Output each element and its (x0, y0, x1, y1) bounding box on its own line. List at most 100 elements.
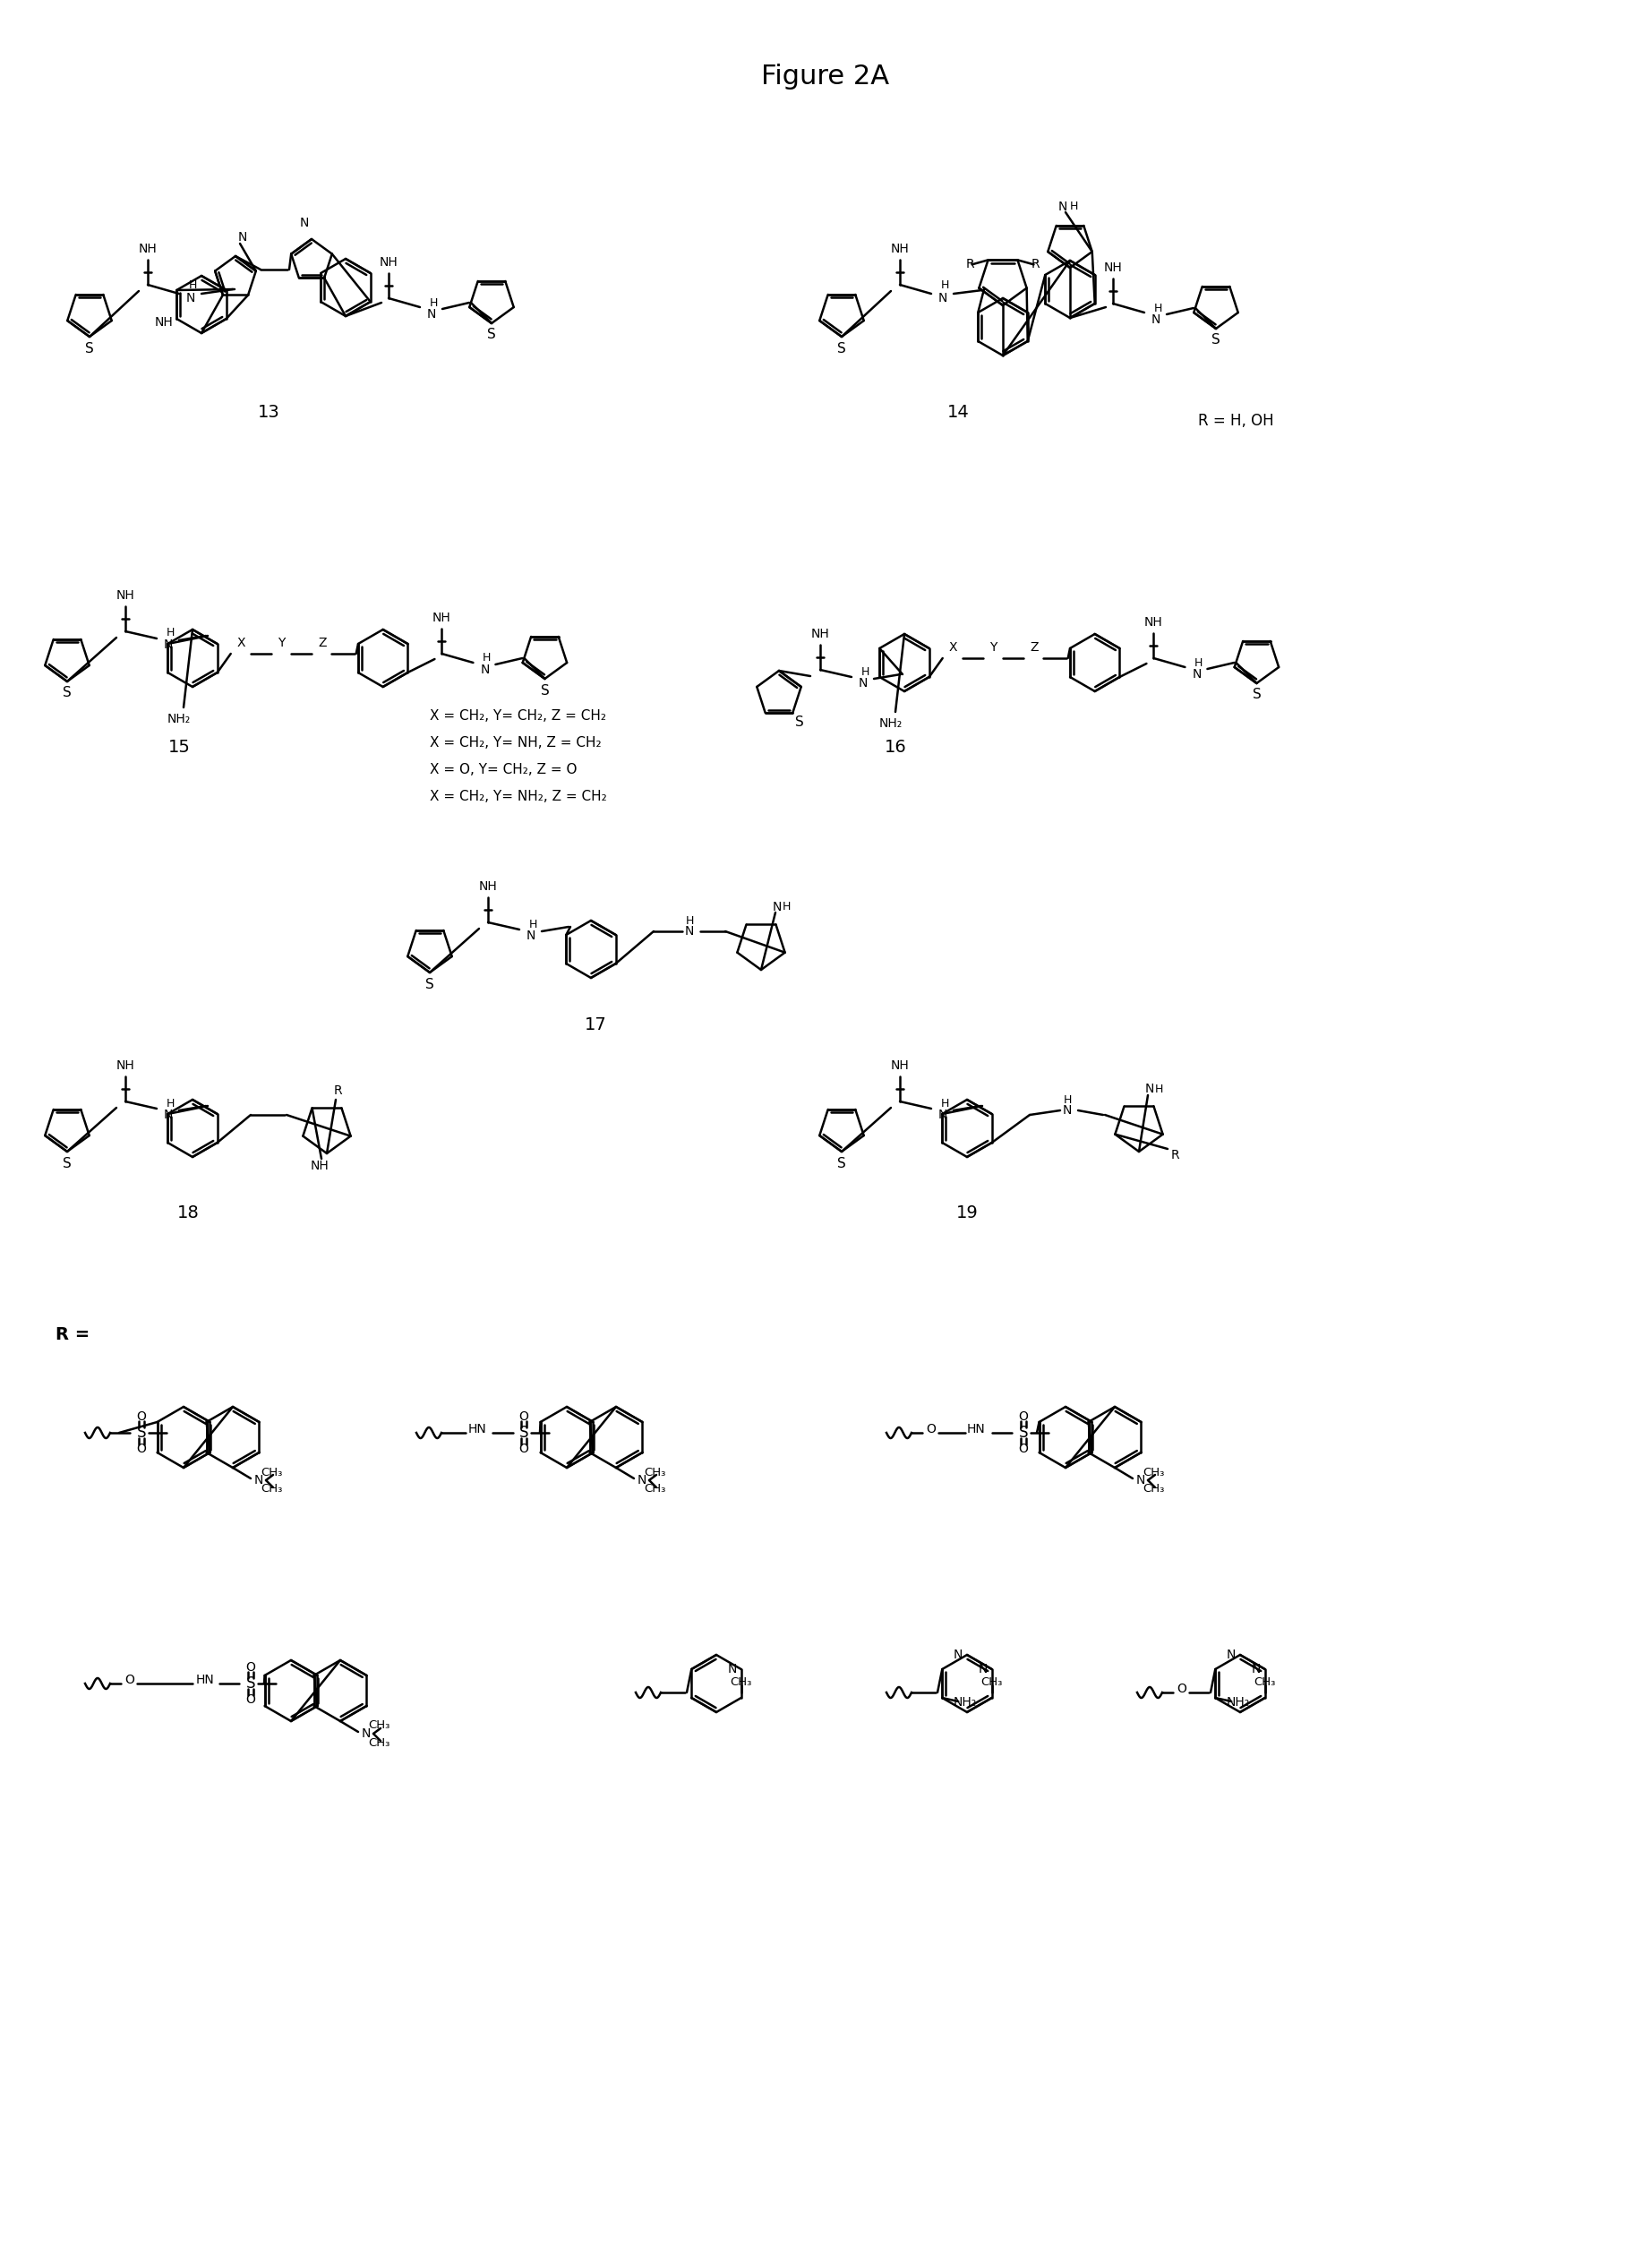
Text: N: N (1151, 314, 1161, 326)
Text: N: N (187, 292, 195, 305)
Text: HN: HN (468, 1423, 487, 1436)
Text: R: R (1171, 1149, 1180, 1160)
Text: N: N (1145, 1083, 1155, 1095)
Text: NH: NH (1145, 615, 1163, 629)
Text: S: S (1019, 1425, 1028, 1441)
Text: N: N (686, 925, 694, 936)
Text: N: N (773, 900, 781, 914)
Text: NH: NH (311, 1160, 329, 1172)
Text: O: O (246, 1660, 256, 1674)
Text: N: N (1226, 1649, 1236, 1660)
Text: H: H (482, 651, 491, 665)
Text: O: O (126, 1674, 135, 1685)
Text: CH₃: CH₃ (368, 1719, 390, 1730)
Text: N: N (638, 1475, 646, 1486)
Text: 19: 19 (957, 1206, 978, 1221)
Text: N: N (1062, 1104, 1072, 1117)
Text: NH₂: NH₂ (879, 717, 902, 731)
Text: H: H (861, 665, 869, 676)
Text: N: N (238, 231, 248, 244)
Text: H: H (1069, 201, 1077, 213)
Text: O: O (1176, 1683, 1186, 1694)
Text: N: N (1137, 1475, 1145, 1486)
Text: N: N (1193, 667, 1201, 681)
Text: N: N (527, 930, 535, 941)
Text: NH: NH (116, 1059, 135, 1072)
Text: S: S (487, 328, 496, 342)
Text: N: N (426, 308, 436, 321)
Text: O: O (137, 1443, 147, 1454)
Text: N: N (299, 217, 309, 228)
Text: R: R (966, 258, 975, 271)
Text: Figure 2A: Figure 2A (762, 63, 890, 88)
Text: X = CH₂, Y= NH, Z = CH₂: X = CH₂, Y= NH, Z = CH₂ (430, 737, 601, 751)
Text: Y: Y (990, 640, 998, 654)
Text: N: N (938, 1108, 948, 1122)
Text: 15: 15 (169, 740, 190, 756)
Text: R: R (1031, 258, 1039, 271)
Text: 17: 17 (585, 1018, 606, 1034)
Text: S: S (838, 1156, 846, 1169)
Text: Y: Y (278, 636, 286, 649)
Text: Z: Z (317, 636, 327, 649)
Text: NH: NH (890, 242, 909, 256)
Text: S: S (1211, 333, 1221, 346)
Text: N: N (727, 1663, 737, 1676)
Text: 13: 13 (258, 403, 279, 421)
Text: H: H (165, 627, 175, 638)
Text: R = H, OH: R = H, OH (1198, 414, 1274, 430)
Text: S: S (519, 1425, 529, 1441)
Text: S: S (838, 342, 846, 355)
Text: H: H (188, 278, 197, 290)
Text: NH: NH (811, 629, 829, 640)
Text: S: S (86, 342, 94, 355)
Text: S: S (246, 1676, 256, 1692)
Text: S: S (540, 683, 548, 697)
Text: CH₃: CH₃ (1142, 1484, 1165, 1495)
Text: 14: 14 (947, 403, 970, 421)
Text: NH: NH (479, 880, 497, 893)
Text: NH: NH (380, 256, 398, 269)
Text: O: O (519, 1443, 529, 1454)
Text: R =: R = (56, 1326, 89, 1344)
Text: O: O (246, 1694, 256, 1706)
Text: O: O (137, 1411, 147, 1423)
Text: N: N (164, 638, 173, 651)
Text: Z: Z (1029, 640, 1037, 654)
Text: NH₂: NH₂ (1226, 1696, 1249, 1708)
Text: S: S (1252, 688, 1260, 701)
Text: N: N (859, 676, 867, 690)
Text: NH: NH (139, 242, 157, 256)
Text: N: N (164, 1108, 173, 1122)
Text: NH: NH (433, 611, 451, 624)
Text: CH₃: CH₃ (261, 1466, 282, 1477)
Text: 16: 16 (884, 740, 907, 756)
Text: N: N (481, 663, 489, 676)
Text: HN: HN (966, 1423, 985, 1436)
Text: CH₃: CH₃ (730, 1676, 752, 1687)
Text: H: H (1153, 303, 1161, 314)
Text: CH₃: CH₃ (644, 1466, 666, 1477)
Text: S: S (137, 1425, 145, 1441)
Text: NH: NH (1104, 262, 1122, 274)
Text: CH₃: CH₃ (368, 1737, 390, 1749)
Text: H: H (529, 918, 537, 930)
Text: X = CH₂, Y= CH₂, Z = CH₂: X = CH₂, Y= CH₂, Z = CH₂ (430, 710, 606, 724)
Text: HN: HN (195, 1674, 215, 1685)
Text: X: X (238, 636, 246, 649)
Text: CH₃: CH₃ (1142, 1466, 1165, 1477)
Text: H: H (686, 914, 694, 927)
Text: H: H (1194, 656, 1203, 670)
Text: R: R (334, 1083, 342, 1097)
Text: H: H (940, 1097, 948, 1108)
Text: NH: NH (116, 588, 135, 602)
Text: CH₃: CH₃ (644, 1484, 666, 1495)
Text: NH₂: NH₂ (167, 713, 192, 726)
Text: H: H (165, 1097, 175, 1108)
Text: CH₃: CH₃ (261, 1484, 282, 1495)
Text: N: N (953, 1649, 963, 1660)
Text: O: O (519, 1411, 529, 1423)
Text: S: S (795, 715, 805, 728)
Text: CH₃: CH₃ (981, 1676, 1003, 1687)
Text: O: O (927, 1423, 937, 1436)
